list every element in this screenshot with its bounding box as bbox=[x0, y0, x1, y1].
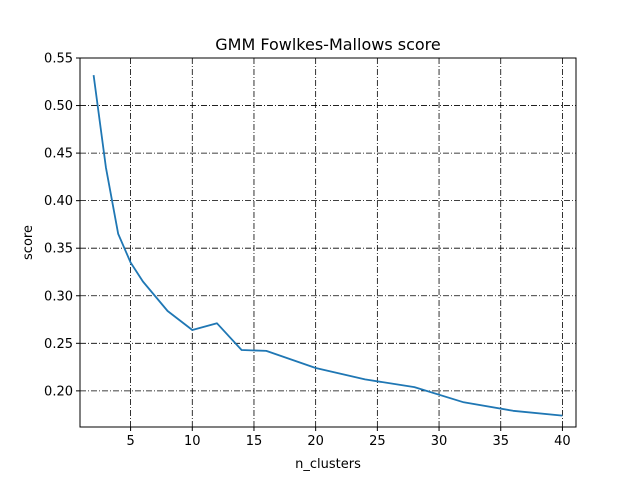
series-layer bbox=[92, 74, 563, 417]
series-line bbox=[92, 74, 563, 417]
chart-title: GMM Fowlkes-Mallows score bbox=[215, 35, 440, 54]
x-tick-label: 30 bbox=[431, 434, 448, 449]
x-tick-label: 25 bbox=[369, 434, 386, 449]
grid-lines bbox=[80, 57, 576, 427]
x-tick-label: 35 bbox=[492, 434, 509, 449]
x-tick-label: 40 bbox=[554, 434, 571, 449]
y-tick-label: 0.20 bbox=[44, 384, 73, 399]
x-axis: 5 10 15 20 25 30 35 40 bbox=[126, 427, 571, 449]
x-axis-label: n_clusters bbox=[295, 457, 361, 472]
y-tick-label: 0.35 bbox=[44, 242, 73, 257]
plot-frame bbox=[79, 57, 577, 428]
y-tick-label: 0.45 bbox=[44, 147, 73, 162]
x-tick-label: 5 bbox=[126, 434, 134, 449]
y-axis-label: score bbox=[21, 225, 36, 260]
x-tick-label: 15 bbox=[246, 434, 263, 449]
y-tick-label: 0.40 bbox=[44, 194, 73, 209]
y-tick-label: 0.25 bbox=[44, 337, 73, 352]
x-tick-label: 20 bbox=[307, 434, 324, 449]
y-tick-label: 0.50 bbox=[44, 99, 73, 114]
x-tick-label: 10 bbox=[184, 434, 201, 449]
y-tick-label: 0.55 bbox=[44, 52, 73, 67]
y-axis: 0.20 0.25 0.30 0.35 0.40 0.45 0.50 0.55 bbox=[44, 52, 80, 399]
y-tick-label: 0.30 bbox=[44, 289, 73, 304]
